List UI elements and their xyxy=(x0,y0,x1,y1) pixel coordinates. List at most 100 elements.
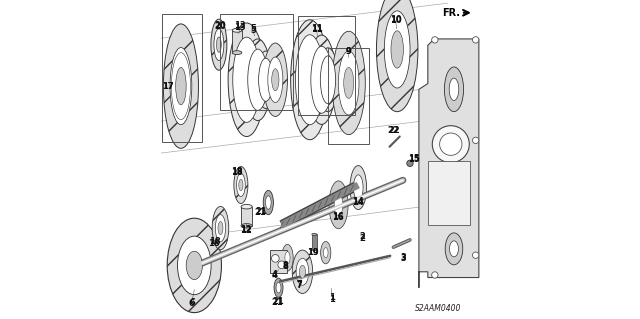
Ellipse shape xyxy=(276,283,281,293)
Ellipse shape xyxy=(218,222,223,234)
Ellipse shape xyxy=(385,11,410,88)
Text: 8: 8 xyxy=(282,261,288,270)
Ellipse shape xyxy=(266,196,271,209)
Ellipse shape xyxy=(344,67,354,99)
Circle shape xyxy=(472,252,479,258)
Ellipse shape xyxy=(237,174,245,197)
Ellipse shape xyxy=(263,43,287,116)
Ellipse shape xyxy=(186,251,202,279)
Circle shape xyxy=(440,133,462,155)
Ellipse shape xyxy=(318,48,338,112)
Text: 3: 3 xyxy=(400,254,406,263)
Ellipse shape xyxy=(239,180,243,190)
Circle shape xyxy=(431,272,438,278)
Text: 18: 18 xyxy=(209,237,221,246)
Text: 11: 11 xyxy=(311,24,323,33)
Ellipse shape xyxy=(353,175,363,200)
Text: 8: 8 xyxy=(282,262,288,271)
Ellipse shape xyxy=(449,78,459,100)
Ellipse shape xyxy=(167,218,221,313)
Text: 18: 18 xyxy=(208,239,220,248)
Text: 21: 21 xyxy=(272,297,284,306)
Text: 2: 2 xyxy=(359,232,365,241)
Text: 1: 1 xyxy=(328,295,335,304)
Text: 21: 21 xyxy=(271,298,283,307)
Text: 20: 20 xyxy=(214,21,227,30)
Circle shape xyxy=(271,255,279,262)
Bar xyxy=(232,30,242,53)
Ellipse shape xyxy=(232,51,242,55)
Text: 17: 17 xyxy=(163,82,174,91)
Ellipse shape xyxy=(391,31,403,68)
Text: 21: 21 xyxy=(255,207,267,216)
Bar xyxy=(241,207,252,226)
Ellipse shape xyxy=(292,250,313,293)
Ellipse shape xyxy=(216,37,221,52)
Text: 19: 19 xyxy=(307,248,319,257)
Ellipse shape xyxy=(285,252,290,264)
Ellipse shape xyxy=(232,28,242,32)
Text: 3: 3 xyxy=(400,253,406,262)
Bar xyxy=(220,14,293,110)
Ellipse shape xyxy=(445,233,463,265)
Ellipse shape xyxy=(259,58,273,101)
Ellipse shape xyxy=(329,181,348,229)
Circle shape xyxy=(472,137,479,144)
Text: 14: 14 xyxy=(352,197,364,206)
Ellipse shape xyxy=(312,233,317,236)
Text: 6: 6 xyxy=(189,298,195,307)
Ellipse shape xyxy=(296,258,308,285)
Ellipse shape xyxy=(334,194,343,216)
Ellipse shape xyxy=(241,224,252,228)
Text: 5: 5 xyxy=(250,26,256,35)
Ellipse shape xyxy=(282,244,293,271)
Bar xyxy=(298,16,355,115)
Text: 5: 5 xyxy=(250,24,256,33)
Ellipse shape xyxy=(214,29,224,61)
Ellipse shape xyxy=(263,190,273,215)
Text: 9: 9 xyxy=(345,47,351,56)
Text: 12: 12 xyxy=(240,226,252,235)
Ellipse shape xyxy=(300,265,305,278)
Ellipse shape xyxy=(320,56,335,104)
Text: 19: 19 xyxy=(307,248,319,256)
Ellipse shape xyxy=(449,241,458,257)
Ellipse shape xyxy=(321,241,331,264)
Text: 14: 14 xyxy=(352,198,364,207)
Text: 17: 17 xyxy=(162,82,173,91)
Text: 10: 10 xyxy=(390,16,402,25)
Text: 15: 15 xyxy=(408,154,420,163)
Bar xyxy=(269,250,287,273)
Text: 16: 16 xyxy=(332,213,344,222)
Text: 13: 13 xyxy=(234,21,246,30)
Ellipse shape xyxy=(170,48,192,125)
Ellipse shape xyxy=(339,51,359,115)
Ellipse shape xyxy=(248,49,268,110)
Ellipse shape xyxy=(311,46,332,113)
Text: 11: 11 xyxy=(311,25,323,34)
Text: 13: 13 xyxy=(234,23,246,32)
Ellipse shape xyxy=(307,35,336,124)
Bar xyxy=(312,234,317,250)
Ellipse shape xyxy=(244,39,271,121)
Text: 18: 18 xyxy=(230,167,242,176)
Text: FR.: FR. xyxy=(442,8,460,18)
Circle shape xyxy=(432,126,469,163)
Text: 16: 16 xyxy=(332,212,344,221)
Ellipse shape xyxy=(256,51,275,108)
Ellipse shape xyxy=(274,278,283,297)
Text: 6: 6 xyxy=(189,299,195,308)
Circle shape xyxy=(278,261,285,269)
Ellipse shape xyxy=(332,31,365,135)
Ellipse shape xyxy=(211,19,227,70)
Ellipse shape xyxy=(163,24,198,148)
Text: 7: 7 xyxy=(297,281,303,290)
Text: 7: 7 xyxy=(297,280,303,289)
Ellipse shape xyxy=(268,57,283,102)
Ellipse shape xyxy=(350,166,367,210)
Ellipse shape xyxy=(444,67,463,112)
Bar xyxy=(428,161,470,225)
Text: 1: 1 xyxy=(328,293,335,302)
Circle shape xyxy=(407,160,413,167)
Ellipse shape xyxy=(233,37,260,122)
